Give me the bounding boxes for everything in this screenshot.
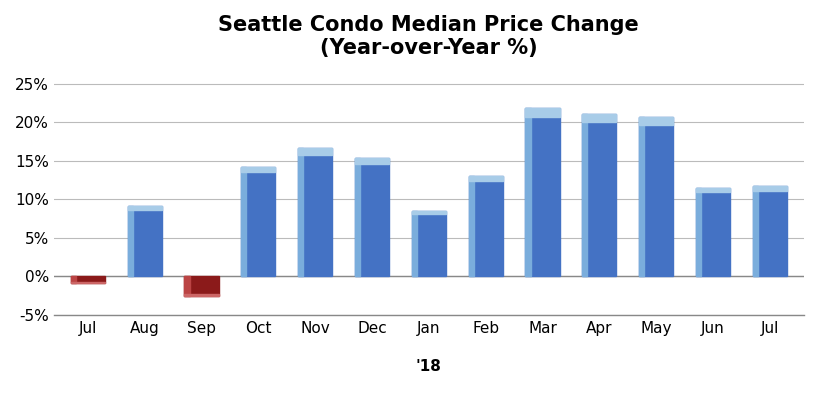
- Bar: [468, 176, 473, 276]
- Bar: [696, 188, 701, 276]
- Bar: [526, 108, 531, 276]
- Bar: [184, 294, 219, 296]
- Bar: [412, 211, 446, 276]
- Bar: [128, 206, 133, 276]
- Bar: [128, 206, 161, 276]
- Bar: [70, 276, 76, 283]
- Bar: [468, 176, 503, 276]
- Bar: [753, 186, 787, 276]
- Bar: [242, 167, 247, 276]
- Bar: [298, 148, 333, 155]
- Bar: [184, 276, 219, 296]
- Bar: [468, 176, 503, 181]
- Bar: [639, 117, 673, 125]
- Bar: [70, 276, 105, 283]
- Bar: [128, 206, 161, 210]
- Bar: [242, 167, 275, 172]
- Text: '18: '18: [416, 360, 441, 374]
- Bar: [298, 148, 333, 276]
- Bar: [355, 158, 360, 276]
- Bar: [753, 186, 758, 276]
- Bar: [526, 108, 559, 276]
- Bar: [696, 188, 730, 192]
- Bar: [526, 108, 559, 117]
- Bar: [582, 114, 617, 123]
- Bar: [184, 276, 189, 296]
- Bar: [412, 211, 446, 214]
- Bar: [412, 211, 417, 276]
- Bar: [753, 186, 787, 191]
- Bar: [242, 167, 275, 276]
- Bar: [582, 114, 617, 276]
- Bar: [639, 117, 673, 276]
- Title: Seattle Condo Median Price Change
(Year-over-Year %): Seattle Condo Median Price Change (Year-…: [219, 15, 640, 58]
- Bar: [355, 158, 389, 163]
- Bar: [70, 282, 105, 283]
- Bar: [582, 114, 587, 276]
- Bar: [298, 148, 303, 276]
- Bar: [355, 158, 389, 276]
- Bar: [639, 117, 645, 276]
- Bar: [696, 188, 730, 276]
